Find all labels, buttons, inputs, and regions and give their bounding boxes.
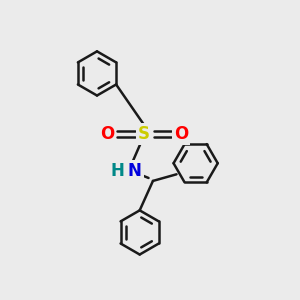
Text: O: O: [100, 125, 114, 143]
Text: O: O: [174, 125, 188, 143]
Text: N: N: [128, 162, 142, 180]
Text: H: H: [110, 162, 124, 180]
Text: S: S: [138, 125, 150, 143]
